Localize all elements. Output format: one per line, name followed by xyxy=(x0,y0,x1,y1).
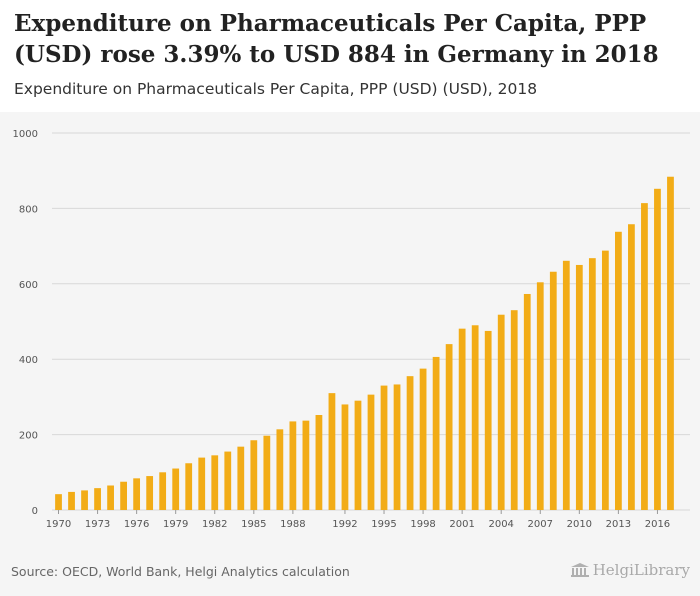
bar xyxy=(328,393,336,510)
source-note: Source: OECD, World Bank, Helgi Analytic… xyxy=(11,564,350,579)
bar xyxy=(68,491,75,510)
bar xyxy=(237,446,245,510)
bar xyxy=(224,451,232,510)
y-tick-label: 800 xyxy=(19,204,38,215)
x-tick-label: 2010 xyxy=(567,519,592,530)
bar xyxy=(419,368,427,510)
x-tick-label: 1979 xyxy=(163,519,188,530)
x-tick-label: 1998 xyxy=(410,519,435,530)
bar xyxy=(289,421,297,510)
bar xyxy=(250,440,258,510)
bar xyxy=(55,494,62,510)
bar xyxy=(146,476,154,510)
bar xyxy=(406,376,414,510)
bar xyxy=(367,394,375,510)
x-tick-label: 1985 xyxy=(241,519,266,530)
bar xyxy=(107,485,114,510)
bar xyxy=(341,404,349,510)
y-tick-label: 400 xyxy=(19,355,38,366)
bar xyxy=(510,310,518,510)
bar xyxy=(94,488,101,510)
bar xyxy=(471,325,479,510)
bar xyxy=(628,224,635,510)
y-tick-label: 600 xyxy=(19,280,38,291)
bar xyxy=(159,472,167,510)
bar xyxy=(588,258,596,510)
x-tick-label: 2007 xyxy=(528,519,553,530)
chart-subtitle: Expenditure on Pharmaceuticals Per Capit… xyxy=(14,80,538,98)
bar xyxy=(354,400,362,510)
y-tick-label: 0 xyxy=(32,506,38,517)
plot-background xyxy=(0,112,700,596)
x-tick-label: 1970 xyxy=(46,519,71,530)
logo-text: HelgiLibrary xyxy=(592,561,690,579)
bar xyxy=(641,203,648,510)
bar xyxy=(302,420,310,510)
bar xyxy=(211,455,219,510)
chart-header: Expenditure on Pharmaceuticals Per Capit… xyxy=(0,0,700,112)
bar xyxy=(263,435,271,510)
chart-title: Expenditure on Pharmaceuticals Per Capit… xyxy=(14,10,659,68)
bar xyxy=(445,344,453,510)
bar xyxy=(198,457,206,510)
bar xyxy=(432,356,440,510)
bar xyxy=(575,264,583,510)
y-tick-label: 200 xyxy=(19,431,38,442)
bar xyxy=(615,231,622,511)
x-tick-label: 1976 xyxy=(124,519,149,530)
bar xyxy=(562,260,570,510)
x-tick-label: 2016 xyxy=(645,519,670,530)
x-tick-label: 2004 xyxy=(488,519,513,530)
bar xyxy=(536,282,544,510)
bar xyxy=(133,478,141,510)
bar xyxy=(185,463,193,510)
bar xyxy=(601,250,609,510)
bar xyxy=(667,176,674,510)
x-tick-label: 1988 xyxy=(280,519,305,530)
x-tick-label: 1982 xyxy=(202,519,227,530)
bar xyxy=(81,490,88,510)
x-tick-label: 2013 xyxy=(606,519,631,530)
x-tick-label: 1995 xyxy=(371,519,396,530)
bar xyxy=(549,271,557,510)
bar xyxy=(458,328,466,510)
bar xyxy=(276,429,284,510)
x-tick-label: 1973 xyxy=(85,519,110,530)
helgi-library-logo: HelgiLibrary xyxy=(570,561,690,579)
bar xyxy=(380,385,388,510)
bar xyxy=(523,293,531,510)
bar xyxy=(497,314,505,510)
bar xyxy=(484,330,492,510)
y-tick-label: 1000 xyxy=(13,129,38,140)
x-tick-label: 1992 xyxy=(332,519,357,530)
bar xyxy=(393,384,401,510)
bar xyxy=(315,414,323,510)
library-building-icon xyxy=(570,563,589,577)
bar xyxy=(172,468,180,510)
bar xyxy=(654,188,661,510)
bar xyxy=(120,481,127,510)
x-tick-label: 2001 xyxy=(449,519,474,530)
